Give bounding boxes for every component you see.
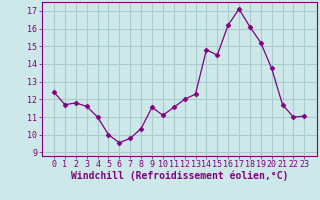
X-axis label: Windchill (Refroidissement éolien,°C): Windchill (Refroidissement éolien,°C) bbox=[70, 171, 288, 181]
